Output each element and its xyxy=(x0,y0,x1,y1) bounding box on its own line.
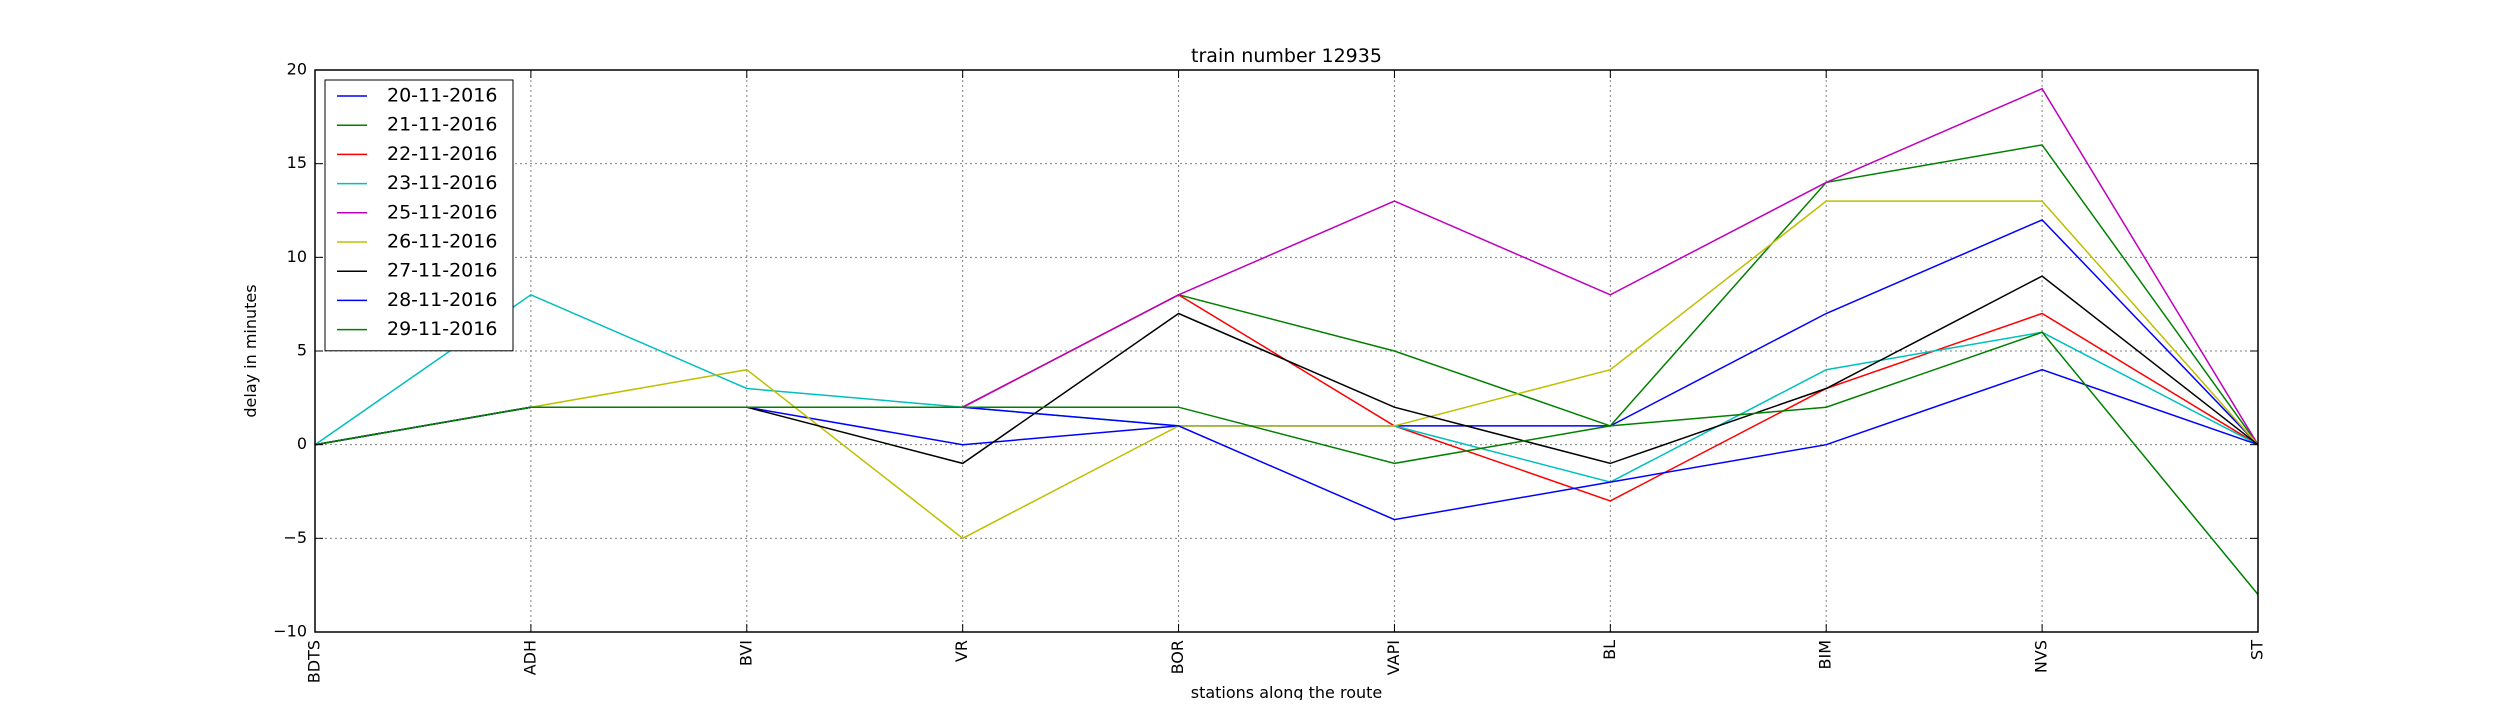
legend-entry-label: 22-11-2016 xyxy=(387,143,497,165)
y-tick-label: 5 xyxy=(297,341,307,360)
x-axis-label: stations along the route xyxy=(1191,683,1383,700)
legend-entry-label: 29-11-2016 xyxy=(387,318,497,340)
tick-layer: BDTS ADH BVI VR BOR VAPI BL BIM NVS ST −10 −5 0 5 10 15… xyxy=(273,60,2266,684)
y-tick-label: 10 xyxy=(287,247,307,266)
legend-entry-label: 26-11-2016 xyxy=(387,231,497,253)
x-tick-label: ST xyxy=(2248,640,2267,660)
x-tick-label: NVS xyxy=(2032,640,2051,673)
x-tick-label: BDTS xyxy=(305,640,324,683)
y-tick-label: −5 xyxy=(283,528,307,547)
x-tick-label: VAPI xyxy=(1384,640,1403,675)
x-tick-label: BIM xyxy=(1816,640,1835,670)
x-tick-label: VR xyxy=(952,640,971,662)
x-tick-label: ADH xyxy=(520,640,539,675)
series-line-22-11-2016 xyxy=(314,293,2259,502)
legend-entry-label: 23-11-2016 xyxy=(387,172,497,194)
chart-title: train number 12935 xyxy=(1191,45,1382,67)
y-tick-label: 20 xyxy=(287,60,307,79)
legend-entry-label: 21-11-2016 xyxy=(387,114,497,136)
x-tick-label: BVI xyxy=(736,640,755,666)
series-line-29-11-2016 xyxy=(314,331,2259,595)
legend-entry-label: 28-11-2016 xyxy=(387,289,497,311)
y-tick-label: 0 xyxy=(297,434,307,453)
legend-entry-label: 27-11-2016 xyxy=(387,260,497,282)
y-axis-label: delay in minutes xyxy=(241,284,260,417)
legend-entry-label: 20-11-2016 xyxy=(387,85,497,107)
series-line-26-11-2016 xyxy=(314,200,2259,540)
series-line-21-11-2016 xyxy=(314,144,2259,446)
y-tick-label: 15 xyxy=(287,153,307,172)
series-line-25-11-2016 xyxy=(314,87,2259,446)
grid-layer xyxy=(315,70,2258,632)
series-layer xyxy=(314,87,2259,595)
y-tick-label: −10 xyxy=(273,622,307,641)
legend: 20-11-2016 21-11-2016 22-11-2016 23-11-2016… xyxy=(324,79,514,352)
x-tick-label: BOR xyxy=(1168,640,1187,674)
legend-entry-label: 25-11-2016 xyxy=(387,201,497,223)
series-line-20-11-2016 xyxy=(314,219,2259,446)
x-tick-label: BL xyxy=(1600,640,1619,660)
